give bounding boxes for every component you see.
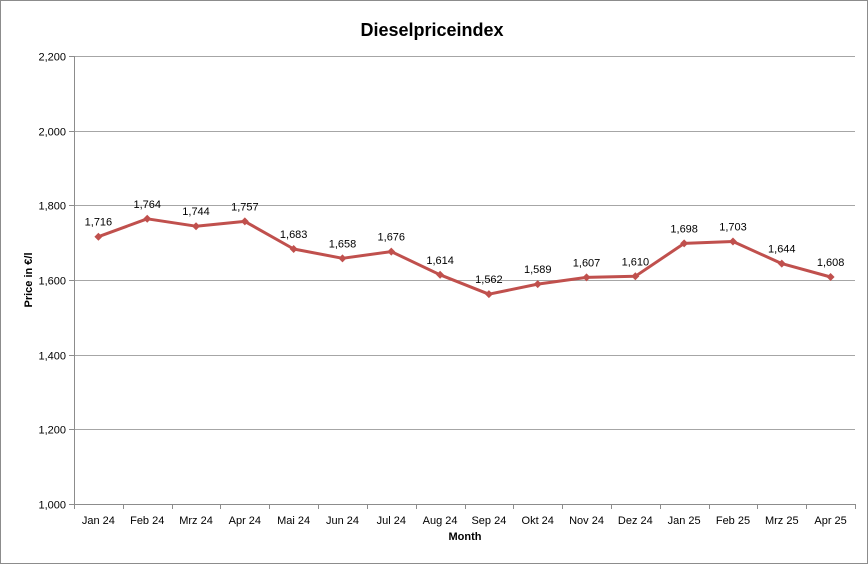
data-point [484,290,493,299]
x-tick-label: Mai 24 [277,515,310,527]
data-label: 1,658 [329,238,357,250]
x-tick-label: Apr 25 [814,515,846,527]
x-tick-label: Okt 24 [522,515,554,527]
x-tick-label: Jun 24 [326,515,359,527]
x-axis-ticks: Jan 24 Feb 24 Mrz 24 Apr 24 Mai 24 Jun 24 Jul … [74,504,856,527]
data-point [289,245,298,254]
x-tick-label: Jan 25 [668,515,701,527]
data-point [631,272,640,281]
series-group [94,214,835,299]
data-label: 1,562 [475,274,503,286]
x-tick-label: Apr 24 [229,515,261,527]
data-label: 1,764 [133,199,161,211]
series-line [97,217,831,296]
y-axis-label: Price in €/l [23,252,35,307]
y-tick-label: 1,000 [38,500,66,512]
data-label: 1,607 [573,257,601,269]
data-label: 1,683 [280,229,308,241]
data-point [826,273,835,282]
y-tick-label: 2,000 [38,127,66,139]
x-tick-label: Aug 24 [423,515,458,527]
chart-title: Dieselpriceindex [360,20,503,40]
data-point [777,259,786,268]
data-point [436,270,445,279]
y-tick-label: 1,400 [38,351,66,363]
data-point [240,217,249,226]
x-axis-label: Month [449,531,482,543]
x-tick-label: Dez 24 [618,515,653,527]
data-label: 1,589 [524,264,552,276]
x-tick-label: Feb 24 [130,515,164,527]
gridlines [74,56,855,505]
data-label: 1,676 [378,232,406,244]
x-tick-label: Sep 24 [471,515,506,527]
x-tick-label: Feb 25 [716,515,750,527]
y-tick-label: 2,200 [38,52,66,64]
data-label: 1,744 [182,206,210,218]
data-label: 1,614 [426,255,454,267]
data-point [680,239,689,248]
data-label: 1,698 [670,223,698,235]
x-tick-label: Jul 24 [377,515,406,527]
data-labels: 1,716 1,764 1,744 1,757 1,683 1,658 1,676 1,614… [85,199,845,286]
x-tick-label: Mrz 24 [179,515,213,527]
y-tick-label: 1,800 [38,201,66,213]
x-tick-label: Nov 24 [569,515,604,527]
data-point [143,214,152,223]
data-point [728,237,737,246]
data-label: 1,644 [768,244,796,256]
x-tick-label: Jan 24 [82,515,115,527]
data-point [582,273,591,282]
data-point [533,280,542,289]
y-tick-label: 1,200 [38,425,66,437]
data-label: 1,608 [817,257,845,269]
data-point [94,232,103,241]
data-point [192,222,201,231]
x-tick-label: Mrz 25 [765,515,799,527]
y-tick-label: 1,600 [38,276,66,288]
data-label: 1,703 [719,222,747,234]
data-label: 1,757 [231,201,259,213]
data-point [338,254,347,263]
data-label: 1,716 [85,217,113,229]
data-label: 1,610 [622,256,650,268]
y-axis-ticks: 1,000 1,200 1,400 1,600 1,800 2,000 2,200 [38,52,74,512]
data-point [387,247,396,256]
